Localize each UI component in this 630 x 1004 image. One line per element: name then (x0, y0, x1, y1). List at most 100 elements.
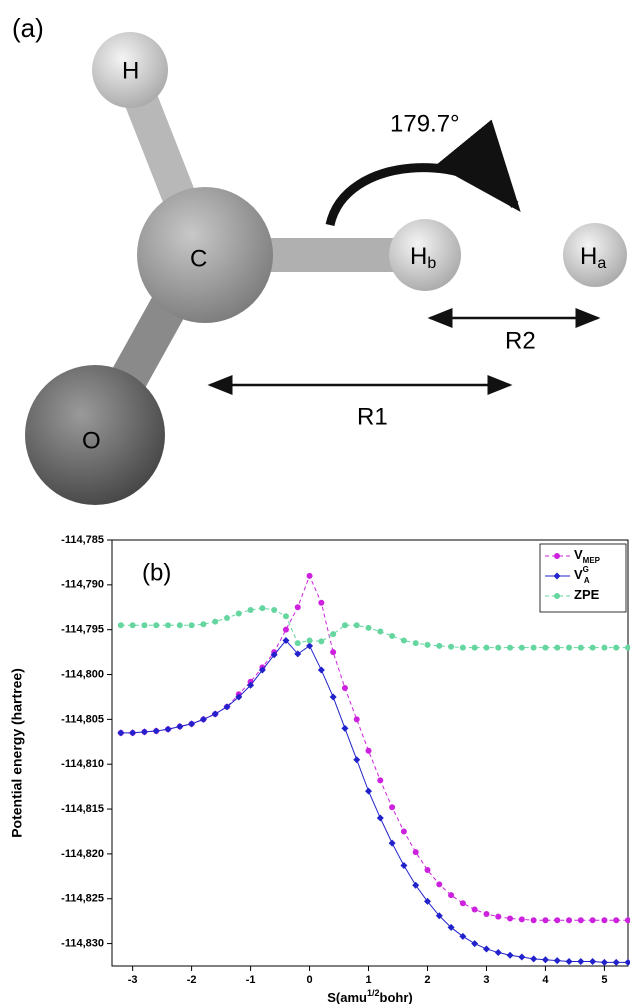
series-line (121, 640, 628, 962)
marker (542, 956, 549, 963)
marker (165, 726, 172, 733)
x-axis-label-part: 1/2 (367, 988, 380, 998)
x-tick-label: -3 (128, 974, 138, 986)
marker (366, 748, 372, 754)
marker (495, 645, 501, 651)
marker (189, 622, 195, 628)
marker (212, 619, 218, 625)
distance-label: R2 (505, 327, 536, 354)
angle-label: 179.7° (390, 110, 460, 137)
marker (413, 849, 419, 855)
y-tick-label: -114,805 (61, 713, 104, 725)
marker (448, 644, 454, 650)
marker (141, 728, 148, 735)
marker (412, 882, 419, 889)
marker (590, 917, 596, 923)
marker (177, 622, 183, 628)
marker (518, 954, 525, 961)
marker (176, 723, 183, 730)
marker (507, 952, 514, 959)
marker (424, 867, 430, 873)
legend-label-part: A (584, 576, 590, 585)
marker (436, 881, 442, 887)
y-tick-label: -114,820 (61, 848, 104, 860)
marker (283, 627, 289, 633)
marker (613, 917, 619, 923)
marker (248, 607, 254, 613)
marker (365, 788, 372, 795)
marker (531, 645, 537, 651)
marker (354, 716, 360, 722)
marker (330, 649, 336, 655)
y-tick-label: -114,825 (61, 893, 104, 905)
marker (601, 645, 607, 651)
marker (307, 637, 313, 643)
marker (495, 949, 502, 956)
marker (117, 729, 124, 736)
marker (519, 916, 525, 922)
legend-label-part: ZPE (574, 587, 600, 602)
marker (389, 840, 396, 847)
marker (472, 645, 478, 651)
y-tick-label: -114,795 (61, 624, 104, 636)
x-tick-label: 0 (306, 974, 312, 986)
marker (613, 645, 619, 651)
atom-label: H (122, 57, 139, 84)
x-tick-label: -2 (187, 974, 197, 986)
marker (507, 645, 513, 651)
marker (507, 915, 513, 921)
marker (307, 573, 313, 579)
y-tick-label: -114,800 (61, 668, 104, 680)
marker (542, 917, 548, 923)
marker (271, 607, 277, 613)
marker (424, 642, 430, 648)
marker (625, 645, 630, 651)
rotation-arrow (330, 168, 515, 225)
x-tick-label: 3 (483, 974, 489, 986)
x-tick-label: 4 (542, 974, 549, 986)
marker (400, 862, 407, 869)
marker (165, 622, 171, 628)
figure: (a) H C O Hb Ha 179.7° R1 R2 (b)-114,785… (0, 0, 630, 1004)
marker (577, 958, 584, 965)
marker (472, 906, 478, 912)
marker (330, 631, 336, 637)
marker (330, 693, 337, 700)
marker (389, 633, 395, 639)
marker (130, 622, 136, 628)
marker (200, 621, 206, 627)
marker (460, 645, 466, 651)
marker (542, 645, 548, 651)
x-tick-label: 5 (601, 974, 607, 986)
marker (401, 828, 407, 834)
legend-label-part: V (574, 567, 583, 582)
marker (531, 917, 537, 923)
marker (354, 622, 360, 628)
marker (483, 945, 490, 952)
marker (554, 917, 560, 923)
marker (448, 892, 454, 898)
legend-label-part: V (574, 547, 583, 562)
marker (389, 804, 395, 810)
marker (188, 720, 195, 727)
series-line (121, 576, 628, 920)
marker (413, 640, 419, 646)
marker (236, 611, 242, 617)
marker (436, 643, 442, 649)
marker (377, 777, 383, 783)
marker (341, 725, 348, 732)
marker (460, 900, 466, 906)
atom-label: O (82, 427, 101, 454)
marker (224, 615, 230, 621)
distance-label: R1 (357, 403, 388, 430)
marker (259, 605, 265, 611)
marker (519, 645, 525, 651)
marker (153, 622, 159, 628)
marker (342, 685, 348, 691)
marker (625, 917, 630, 923)
marker (353, 756, 360, 763)
marker (483, 911, 489, 917)
marker (495, 914, 501, 920)
x-axis-label-part: bohr) (380, 990, 413, 1004)
